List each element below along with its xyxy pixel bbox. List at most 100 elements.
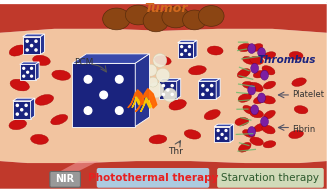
- FancyBboxPatch shape: [50, 171, 80, 187]
- Ellipse shape: [251, 63, 259, 73]
- Ellipse shape: [31, 134, 48, 144]
- Ellipse shape: [292, 78, 306, 86]
- Polygon shape: [198, 81, 216, 99]
- Circle shape: [23, 67, 25, 69]
- Ellipse shape: [184, 130, 201, 139]
- Circle shape: [171, 84, 173, 87]
- Ellipse shape: [261, 96, 275, 104]
- Polygon shape: [159, 81, 177, 99]
- Ellipse shape: [35, 94, 54, 105]
- Ellipse shape: [263, 141, 276, 148]
- Polygon shape: [0, 4, 327, 33]
- Ellipse shape: [254, 123, 265, 132]
- Circle shape: [35, 40, 37, 42]
- Circle shape: [189, 53, 190, 55]
- Ellipse shape: [183, 10, 206, 30]
- Circle shape: [30, 45, 33, 47]
- Text: Thrombus: Thrombus: [257, 55, 315, 65]
- Polygon shape: [178, 40, 197, 43]
- Ellipse shape: [204, 110, 220, 120]
- Polygon shape: [0, 161, 327, 189]
- FancyBboxPatch shape: [97, 168, 209, 188]
- Polygon shape: [13, 101, 30, 119]
- Ellipse shape: [294, 106, 308, 114]
- Circle shape: [35, 49, 37, 51]
- Circle shape: [211, 93, 213, 95]
- Ellipse shape: [262, 125, 275, 134]
- Polygon shape: [177, 78, 181, 99]
- Polygon shape: [23, 34, 44, 37]
- Circle shape: [148, 77, 158, 87]
- Ellipse shape: [207, 46, 223, 55]
- Circle shape: [189, 46, 190, 48]
- Circle shape: [217, 137, 219, 139]
- Circle shape: [202, 84, 204, 87]
- Polygon shape: [57, 161, 99, 173]
- Polygon shape: [214, 124, 234, 126]
- Polygon shape: [20, 64, 35, 80]
- Ellipse shape: [264, 110, 275, 119]
- Polygon shape: [0, 29, 327, 163]
- Circle shape: [25, 104, 27, 106]
- Polygon shape: [193, 40, 197, 58]
- Text: Thr: Thr: [168, 147, 183, 156]
- Circle shape: [30, 67, 32, 69]
- Polygon shape: [132, 97, 140, 108]
- Circle shape: [26, 40, 28, 42]
- Polygon shape: [23, 37, 40, 54]
- Circle shape: [23, 75, 25, 77]
- Ellipse shape: [251, 105, 259, 115]
- Text: PCM: PCM: [74, 58, 94, 67]
- Circle shape: [27, 71, 28, 73]
- Polygon shape: [198, 78, 220, 81]
- Ellipse shape: [263, 52, 276, 59]
- Polygon shape: [72, 63, 135, 126]
- Ellipse shape: [289, 130, 304, 139]
- Polygon shape: [13, 98, 35, 101]
- Ellipse shape: [258, 93, 265, 103]
- Circle shape: [145, 64, 157, 76]
- Text: Platelet: Platelet: [292, 91, 324, 99]
- Polygon shape: [128, 90, 145, 108]
- Circle shape: [162, 93, 165, 95]
- Ellipse shape: [198, 6, 224, 26]
- Ellipse shape: [189, 66, 206, 75]
- Ellipse shape: [155, 56, 171, 65]
- Circle shape: [162, 84, 165, 87]
- Ellipse shape: [238, 94, 252, 102]
- Ellipse shape: [10, 79, 29, 91]
- Circle shape: [225, 130, 227, 132]
- Ellipse shape: [52, 70, 71, 80]
- Ellipse shape: [9, 45, 26, 56]
- Ellipse shape: [248, 44, 256, 53]
- Ellipse shape: [143, 10, 169, 32]
- Ellipse shape: [243, 105, 255, 114]
- Circle shape: [185, 50, 186, 51]
- Circle shape: [21, 109, 23, 111]
- Ellipse shape: [262, 66, 275, 75]
- Circle shape: [16, 104, 19, 106]
- Ellipse shape: [254, 96, 266, 104]
- Polygon shape: [30, 98, 35, 119]
- Ellipse shape: [250, 82, 263, 92]
- Circle shape: [25, 113, 27, 115]
- Ellipse shape: [103, 8, 130, 30]
- Text: Fibrin: Fibrin: [292, 125, 315, 134]
- Polygon shape: [35, 62, 39, 80]
- Circle shape: [181, 46, 183, 48]
- Ellipse shape: [237, 69, 250, 78]
- Ellipse shape: [125, 5, 151, 25]
- Polygon shape: [20, 62, 39, 64]
- Ellipse shape: [250, 137, 263, 146]
- Circle shape: [211, 84, 213, 87]
- Ellipse shape: [251, 44, 263, 51]
- Text: Tumor: Tumor: [144, 2, 188, 15]
- Circle shape: [217, 130, 219, 132]
- Ellipse shape: [263, 81, 276, 89]
- Ellipse shape: [9, 119, 26, 130]
- Circle shape: [202, 93, 204, 95]
- Polygon shape: [72, 54, 149, 63]
- Ellipse shape: [258, 48, 265, 57]
- Ellipse shape: [250, 56, 263, 64]
- Circle shape: [30, 75, 32, 77]
